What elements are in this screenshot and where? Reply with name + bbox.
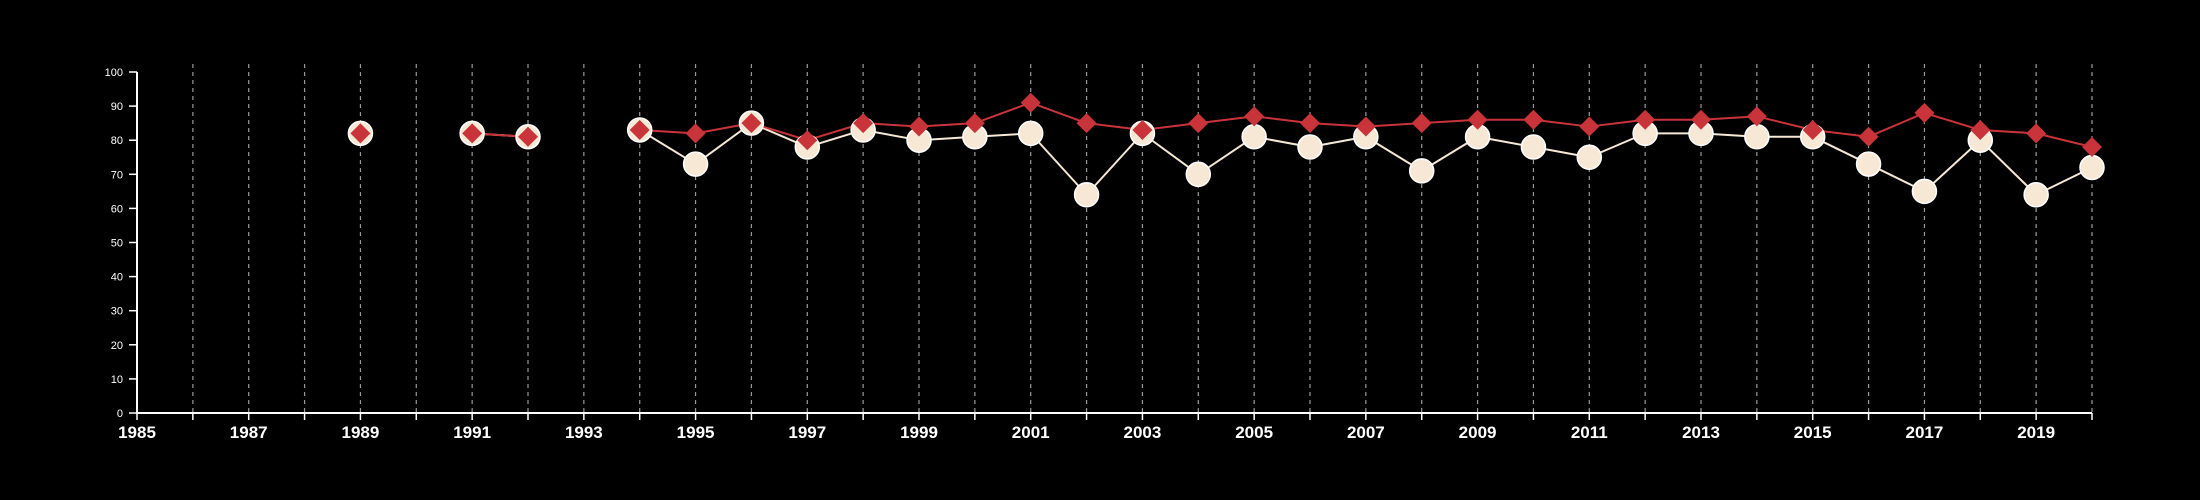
series-2-point xyxy=(1355,116,1376,137)
series-2-line xyxy=(2035,132,2093,148)
series-2-point xyxy=(1244,106,1265,127)
series-2-line xyxy=(1756,115,1813,131)
series-2-line xyxy=(1533,118,1590,128)
series-2-point xyxy=(518,126,538,147)
series-2-point xyxy=(1914,102,1935,123)
series-2-point xyxy=(1970,119,1991,140)
series-2-point xyxy=(1411,113,1432,134)
series-1-point xyxy=(2023,182,2049,208)
series-2-line xyxy=(1868,112,1925,138)
series-2-point xyxy=(2026,123,2047,144)
y-tick-label: 20 xyxy=(111,340,123,352)
series-2-point xyxy=(1579,116,1600,137)
series-2-line xyxy=(1589,118,1646,128)
series-1-point xyxy=(1520,134,1547,160)
y-tick-label: 70 xyxy=(111,169,123,181)
series-2-point xyxy=(462,123,483,144)
x-tick-label: 2013 xyxy=(1682,423,1720,442)
series-2-line xyxy=(1198,115,1255,125)
series-2-point xyxy=(1188,113,1209,134)
series-2-point xyxy=(909,116,929,137)
x-tick-label: 2015 xyxy=(1794,423,1832,442)
series-1-point xyxy=(1073,182,1100,208)
x-tick-label: 2019 xyxy=(2017,423,2055,442)
x-tick-label: 1999 xyxy=(900,423,938,442)
series-2-point xyxy=(741,113,762,134)
series-2-point xyxy=(2082,137,2102,158)
series-1-point xyxy=(1855,151,1882,177)
series-2-point xyxy=(797,130,818,151)
y-tick-label: 40 xyxy=(111,272,123,284)
series-2-point xyxy=(1858,126,1879,147)
series-1-point xyxy=(1911,178,1938,205)
series-2-point xyxy=(1020,92,1041,113)
series-1-point xyxy=(1185,161,1212,188)
axes: 0 10 20 30 40 50 60 70 80 90 100 1985 1987 1989 1991 19… xyxy=(105,67,2093,442)
series-1-point xyxy=(1241,124,1267,150)
y-tick-label: 10 xyxy=(111,374,123,386)
x-tick-label: 2007 xyxy=(1347,423,1385,442)
series-1-point xyxy=(1017,120,1044,147)
series-1-line xyxy=(1979,139,2037,196)
x-tick-label: 2011 xyxy=(1571,423,1608,442)
x-tick-label: 1987 xyxy=(230,423,268,442)
y-tick-label: 50 xyxy=(111,238,123,250)
y-tick-label: 90 xyxy=(111,101,123,113)
y-tick-label: 80 xyxy=(111,135,123,147)
x-tick-label: 1997 xyxy=(788,423,826,442)
series-group xyxy=(347,92,2105,208)
y-tick-label: 100 xyxy=(105,67,123,79)
series-1-point xyxy=(682,151,709,177)
y-tick-label: 0 xyxy=(117,408,123,420)
series-2-point xyxy=(1635,109,1656,130)
grid-lines xyxy=(192,64,2093,413)
x-tick-label: 2005 xyxy=(1235,423,1273,442)
series-2-line xyxy=(1924,111,1981,131)
x-tick-label: 1991 xyxy=(453,423,491,442)
series-1-point xyxy=(1576,144,1603,170)
series-2-point xyxy=(1076,113,1097,134)
series-2-point xyxy=(350,123,371,144)
series-2-point xyxy=(685,123,706,144)
series-2-point xyxy=(1300,113,1320,134)
series-2-line xyxy=(1030,101,1087,125)
x-tick-label: 2017 xyxy=(1906,423,1944,442)
y-tick-label: 60 xyxy=(111,203,123,215)
series-2-point xyxy=(1746,106,1767,127)
series-1-point xyxy=(1408,158,1435,184)
series-2-line xyxy=(1254,115,1311,125)
x-tick-label: 1995 xyxy=(677,423,715,442)
series-2-point xyxy=(1691,109,1711,130)
series-1-line xyxy=(1029,132,1088,196)
x-tick-label: 2003 xyxy=(1124,423,1162,442)
series-2-point xyxy=(1802,119,1823,140)
x-tick-label: 1989 xyxy=(342,423,380,442)
series-1-point xyxy=(1744,124,1770,150)
y-tick-label: 30 xyxy=(111,306,123,318)
series-2-point xyxy=(629,119,650,140)
x-tick-label: 1993 xyxy=(565,423,603,442)
x-tick-label: 2009 xyxy=(1459,423,1497,442)
series-2-line xyxy=(974,101,1032,125)
series-2-point xyxy=(1523,109,1544,130)
series-2-point xyxy=(1467,109,1488,130)
series-1-line xyxy=(1085,132,1144,196)
series-2-point xyxy=(853,113,874,134)
series-2-point xyxy=(1132,119,1153,140)
series-2-point xyxy=(964,113,985,134)
x-tick-label: 2001 xyxy=(1012,423,1050,442)
series-1-point xyxy=(2079,154,2105,181)
x-tick-label: 1985 xyxy=(118,423,156,442)
series-1-point xyxy=(1297,134,1323,160)
